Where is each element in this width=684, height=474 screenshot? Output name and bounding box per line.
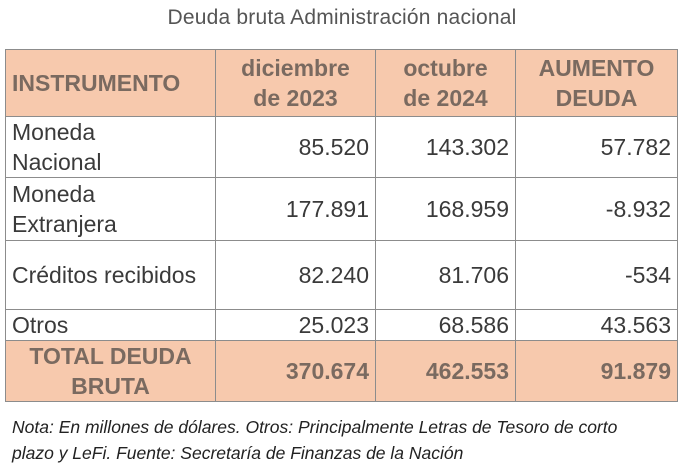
footnote-line-2: plazo y LeFi. Fuente: Secretaría de Fina… [12,443,464,463]
table-row: Moneda Nacional 85.520 143.302 57.782 [5,116,678,178]
row-label-moneda-nacional: Moneda Nacional [5,116,216,178]
row-label-creditos-recibidos: Créditos recibidos [5,240,216,310]
footnote-line-1: Nota: En millones de dólares. Otros: Pri… [12,417,618,437]
header-increase: AUMENTO DEUDA [515,49,678,117]
header-oct-2024: octubre de 2024 [375,49,516,117]
cell-dec-2023: 177.891 [215,177,376,241]
debt-table: INSTRUMENTO diciembre de 2023 octubre de 2… [5,49,678,402]
cell-increase: -534 [515,240,678,310]
cell-oct-2024: 168.959 [375,177,516,241]
cell-increase: -8.932 [515,177,678,241]
cell-dec-2023: 82.240 [215,240,376,310]
cell-oct-2024: 81.706 [375,240,516,310]
row-label-moneda-extranjera: Moneda Extranjera [5,177,216,241]
total-dec-2023: 370.674 [215,340,376,402]
total-label: TOTAL DEUDA BRUTA [5,340,216,402]
cell-increase: 57.782 [515,116,678,178]
table-row: Créditos recibidos 82.240 81.706 -534 [5,240,678,310]
table-row: Moneda Extranjera 177.891 168.959 -8.932 [5,177,678,241]
table-row: Otros 25.023 68.586 43.563 [5,309,678,341]
header-dec-2023: diciembre de 2023 [215,49,376,117]
cell-increase: 43.563 [515,309,678,341]
footnote: Nota: En millones de dólares. Otros: Pri… [12,414,680,466]
total-increase: 91.879 [515,340,678,402]
total-row: TOTAL DEUDA BRUTA 370.674 462.553 91.879 [5,340,678,402]
cell-dec-2023: 85.520 [215,116,376,178]
cell-oct-2024: 143.302 [375,116,516,178]
cell-oct-2024: 68.586 [375,309,516,341]
cell-dec-2023: 25.023 [215,309,376,341]
table-header-row: INSTRUMENTO diciembre de 2023 octubre de 2… [5,49,678,117]
row-label-otros: Otros [5,309,216,341]
header-instrument: INSTRUMENTO [5,49,216,117]
total-oct-2024: 462.553 [375,340,516,402]
page-title: Deuda bruta Administración nacional [167,6,517,29]
